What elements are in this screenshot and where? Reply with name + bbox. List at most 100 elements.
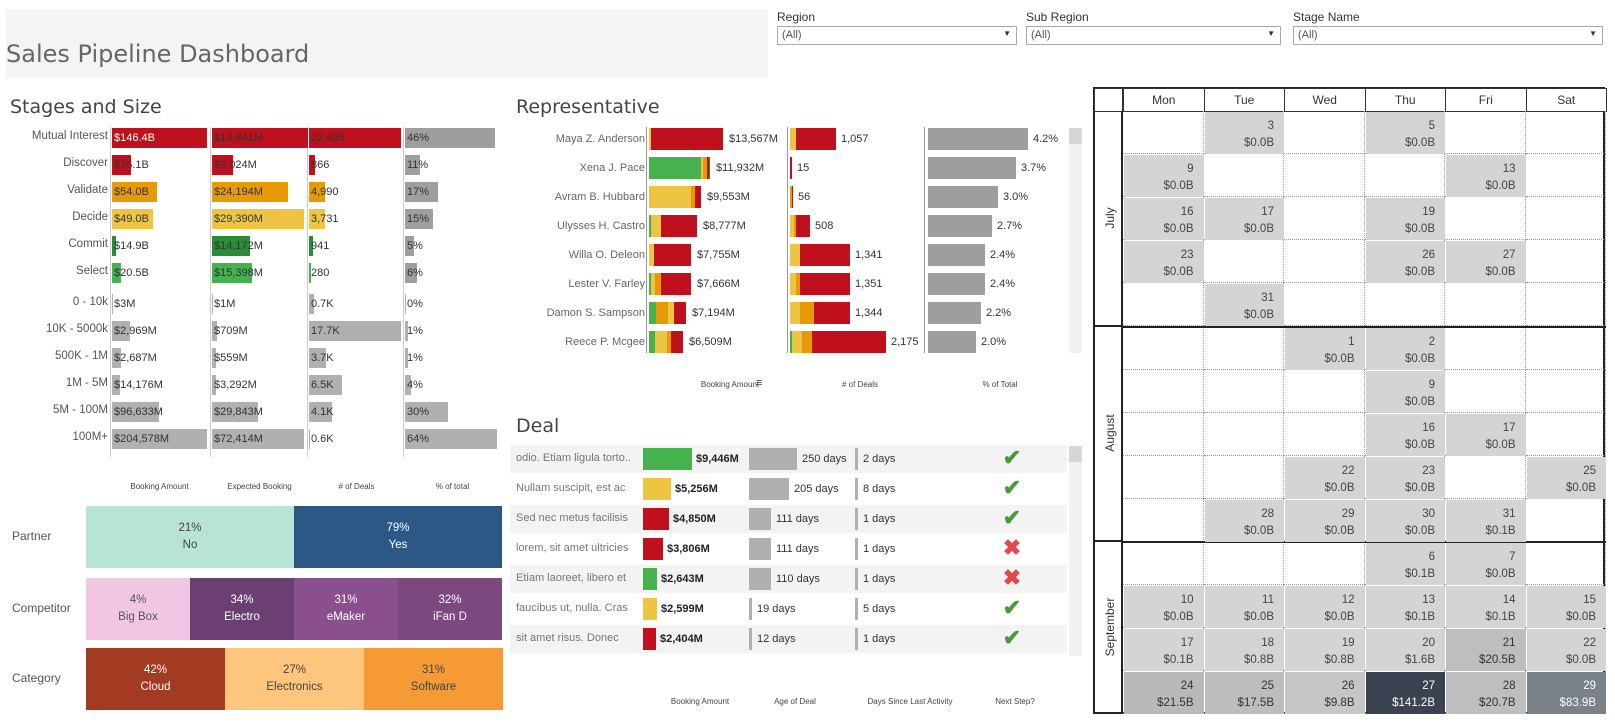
stage-select[interactable]: (All) ▼	[1293, 26, 1603, 45]
rep-name[interactable]: Avram B. Hubbard	[554, 191, 645, 203]
calendar-empty-cell	[1123, 542, 1204, 586]
calendar-day-value: $17.5B	[1237, 697, 1274, 710]
mix-box[interactable]: 42% Cloud	[86, 648, 225, 710]
calendar-day-cell[interactable]: 9 $0.0B	[1124, 155, 1204, 198]
table-row[interactable]	[510, 535, 1067, 563]
calendar-day-cell[interactable]: 25 $0.0B	[1526, 456, 1606, 499]
calendar-day-cell[interactable]: 18 $0.8B	[1204, 629, 1284, 672]
mix-box[interactable]: 32% iFan D	[398, 578, 502, 640]
scroll-thumb[interactable]	[1069, 446, 1082, 462]
calendar-day-number: 28	[1502, 680, 1516, 693]
calendar-day-cell[interactable]: 13 $0.1B	[1365, 586, 1445, 629]
mix-box[interactable]: 34% Electro	[190, 578, 294, 640]
calendar-day-value: $0.0B	[1324, 524, 1355, 537]
stage-value: 3,731	[311, 213, 339, 225]
subregion-select[interactable]: (All) ▼	[1026, 26, 1281, 45]
calendar-day-cell[interactable]: 2 $0.0B	[1365, 327, 1445, 370]
stage-value: $54.0B	[114, 186, 149, 198]
calendar-day-cell[interactable]: 14 $0.1B	[1446, 586, 1526, 629]
calendar-empty-cell	[1123, 111, 1204, 155]
cross-icon: ✖	[1002, 535, 1022, 560]
calendar-day-cell[interactable]: 27 $141.2B	[1365, 672, 1445, 715]
column-divider	[307, 127, 308, 457]
calendar-day-cell[interactable]: 25 $17.5B	[1204, 672, 1284, 715]
calendar-day-cell[interactable]: 17 $0.0B	[1446, 413, 1526, 456]
column-divider	[403, 127, 404, 457]
rep-name[interactable]: Xena J. Pace	[579, 162, 645, 174]
size-bar	[212, 348, 216, 368]
calendar-day-cell[interactable]: 19 $0.0B	[1365, 198, 1445, 241]
size-bar	[112, 429, 207, 449]
calendar-day-cell[interactable]: 26 $0.0B	[1365, 241, 1445, 284]
deal-last-activity: 8 days	[863, 483, 896, 495]
calendar-day-cell[interactable]: 3 $0.0B	[1204, 112, 1284, 155]
calendar-day-cell[interactable]: 20 $1.6B	[1365, 629, 1445, 672]
mix-box[interactable]: 31% eMaker	[294, 578, 398, 640]
calendar-day-cell[interactable]: 9 $0.0B	[1365, 370, 1445, 413]
calendar-day-cell[interactable]: 5 $0.0B	[1365, 112, 1445, 155]
stage-value: 11%	[407, 159, 429, 171]
calendar-day-cell[interactable]: 19 $0.8B	[1285, 629, 1365, 672]
deal-scrollbar[interactable]	[1069, 446, 1082, 656]
calendar-day-cell[interactable]: 23 $0.0B	[1124, 241, 1204, 284]
calendar-day-cell[interactable]: 28 $20.7B	[1446, 672, 1526, 715]
calendar-day-cell[interactable]: 6 $0.1B	[1365, 543, 1445, 586]
rep-name[interactable]: Damon S. Sampson	[546, 307, 645, 319]
calendar-day-cell[interactable]: 17 $0.0B	[1204, 198, 1284, 241]
calendar-day-value: $20.5B	[1479, 654, 1516, 667]
table-row[interactable]	[510, 625, 1067, 653]
table-row[interactable]	[510, 565, 1067, 593]
calendar-day-cell[interactable]: 22 $0.0B	[1526, 629, 1606, 672]
table-row[interactable]	[510, 505, 1067, 533]
table-row[interactable]	[510, 595, 1067, 623]
rep-name[interactable]: Lester V. Farley	[568, 278, 645, 290]
calendar-day-cell[interactable]: 1 $0.0B	[1285, 327, 1365, 370]
calendar-day-value: $0.0B	[1404, 223, 1435, 236]
calendar-day-cell[interactable]: 15 $0.0B	[1526, 586, 1606, 629]
calendar-day-cell[interactable]: 23 $0.0B	[1365, 456, 1445, 499]
calendar-day-cell[interactable]: 27 $0.0B	[1446, 241, 1526, 284]
rep-name[interactable]: Willa O. Deleon	[568, 249, 645, 261]
mix-box[interactable]: 31% Software	[364, 648, 503, 710]
calendar-day-cell[interactable]: 26 $9.8B	[1285, 672, 1365, 715]
calendar-day-cell[interactable]: 31 $0.0B	[1204, 284, 1284, 327]
calendar-empty-cell	[1284, 197, 1365, 241]
mix-box[interactable]: 4% Big Box	[86, 578, 190, 640]
rep-scrollbar[interactable]	[1069, 128, 1082, 353]
calendar-day-number: 5	[1428, 120, 1435, 132]
calendar-day-cell[interactable]: 29 $83.9B	[1526, 672, 1606, 715]
rep-name[interactable]: Maya Z. Anderson	[555, 133, 645, 145]
size-value: 0.6K	[311, 433, 334, 445]
sort-icon[interactable]: ≡	[756, 377, 763, 389]
calendar-day-cell[interactable]: 30 $0.0B	[1365, 499, 1445, 542]
rep-amount-bar	[655, 331, 667, 353]
calendar-day-cell[interactable]: 24 $21.5B	[1124, 672, 1204, 715]
size-bar	[405, 429, 497, 449]
mix-box[interactable]: 27% Electronics	[225, 648, 364, 710]
calendar-day-cell[interactable]: 17 $0.1B	[1124, 629, 1204, 672]
rep-pct: 2.7%	[997, 220, 1023, 232]
calendar-day-cell[interactable]: 11 $0.0B	[1204, 586, 1284, 629]
mix-box[interactable]: 79% Yes	[294, 506, 502, 568]
scroll-thumb[interactable]	[1069, 128, 1082, 144]
column-divider	[646, 127, 647, 353]
rep-name[interactable]: Ulysses H. Castro	[556, 220, 645, 232]
calendar-day-cell[interactable]: 29 $0.0B	[1285, 499, 1365, 542]
calendar-day-number: 22	[1583, 637, 1596, 650]
rep-deals-bar	[812, 331, 886, 353]
calendar-day-cell[interactable]: 31 $0.1B	[1446, 499, 1526, 542]
calendar-day-cell[interactable]: 12 $0.0B	[1285, 586, 1365, 629]
calendar-day-cell[interactable]: 16 $0.0B	[1124, 198, 1204, 241]
mix-box[interactable]: 21% No	[86, 506, 294, 568]
calendar-day-cell[interactable]: 7 $0.0B	[1446, 543, 1526, 586]
region-select[interactable]: (All) ▼	[777, 26, 1017, 45]
calendar-day-cell[interactable]: 13 $0.0B	[1446, 155, 1526, 198]
calendar-day-cell[interactable]: 21 $20.5B	[1446, 629, 1526, 672]
rep-name[interactable]: Reece P. Mcgee	[565, 336, 645, 348]
calendar-day-cell[interactable]: 28 $0.0B	[1204, 499, 1284, 542]
calendar-day-cell[interactable]: 16 $0.0B	[1365, 413, 1445, 456]
calendar-day-number: 20	[1422, 637, 1435, 650]
calendar-day-cell[interactable]: 22 $0.0B	[1285, 456, 1365, 499]
calendar-day-cell[interactable]: 10 $0.0B	[1124, 586, 1204, 629]
stage-value: 4,990	[311, 186, 339, 198]
